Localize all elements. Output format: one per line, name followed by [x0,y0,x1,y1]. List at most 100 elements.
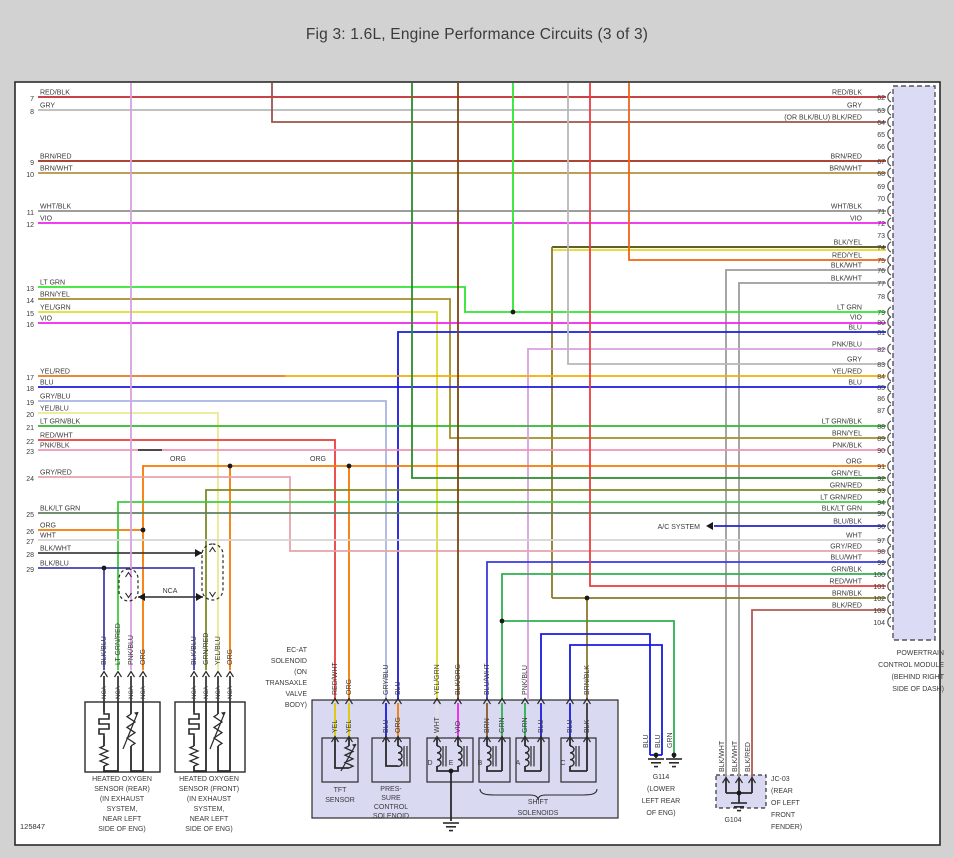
pcm-pin-connector-icon [887,432,892,444]
pcm-pin-connector-icon [887,290,892,302]
pin-wire-label-left-25: BLK/LT GRN [40,506,80,513]
pin-wire-label-left-21: LT GRN/BLK [40,419,81,426]
junction-dot [584,595,590,601]
diagram-label: BLK/BLU [101,636,108,665]
pin-wire-label-right-99: BLU/WHT [831,555,863,562]
pcm-pin-connector-icon [887,580,892,592]
diagram-label: ORG [140,649,147,665]
diagram-label: NEAR LEFT [190,816,229,823]
pin-number-right-84: 84 [877,374,885,381]
connector-chevron-icon [381,735,391,743]
pin-number-right-71: 71 [877,209,885,216]
wire-blk-wht-77 [738,282,886,778]
pin-number-left-7: 7 [30,96,34,103]
diagram-label: TFT [334,787,348,794]
resistor-icon [98,745,110,767]
junction-dot [499,618,505,624]
pin-number-right-67: 67 [877,159,885,166]
pin-wire-label-left-9: BRN/RED [40,154,72,161]
pin-number-right-87: 87 [877,408,885,415]
pin-wire-label-left-11: WHT/BLK [40,204,71,211]
pin-number-right-92: 92 [877,476,885,483]
pin-number-right-89: 89 [877,436,885,443]
diagram-label: NCA [163,588,178,595]
pin-number-right-104: 104 [873,620,885,627]
pin-number-left-9: 9 [30,160,34,167]
inline-connector-chevron-icon [209,546,216,553]
pin-number-right-65: 65 [877,132,885,139]
diagram-label: NCA [204,686,210,699]
heater-element-icon [98,712,110,736]
diagram-label: NCA [216,686,222,699]
pin-wire-label-right-88: LT GRN/BLK [822,419,863,426]
diagram-label: (IN EXHAUST [187,796,232,803]
wire-lt-grn-13-79 [38,286,886,313]
diagram-label: PNK/BLU [522,665,529,695]
pin-wire-label-right-81: BLU [848,325,862,332]
pin-number-left-14: 14 [26,298,34,305]
diagram-label: G104 [724,817,741,824]
figure-title-bar: Fig 3: 1.6L, Engine Performance Circuits… [0,0,954,70]
pressure-sub-box [371,737,411,783]
pin-wire-label-right-84: YEL/RED [832,369,862,376]
resistor-icon [188,745,200,767]
pin-number-left-25: 25 [26,512,34,519]
diagram-label: GRN [499,717,506,733]
tft-sub-box [321,737,359,783]
wire-grn-ground-branch [502,620,675,755]
diagram-label: LT GRN/RED [115,623,122,665]
pin-number-left-21: 21 [26,425,34,432]
diagram-label: SIDE OF ENG) [185,826,232,833]
junction-dot [227,463,233,469]
junction-dot [736,790,742,796]
pin-number-right-64: 64 [877,120,885,127]
diagram-label: D [427,760,432,767]
inline-connector-chevron-icon [125,592,132,599]
diagram-label: BLU [643,734,650,748]
pin-wire-label-right-100: GRN/BLK [831,567,862,574]
diagram-label: YEL [346,720,353,733]
pin-wire-label-right-80: VIO [850,315,863,322]
diagram-label: PRES- [380,786,402,793]
junction-dot [510,309,516,315]
pin-number-right-82: 82 [877,347,885,354]
pcm-pin-connector-icon [887,568,892,580]
pin-wire-label-left-15: YEL/GRN [40,305,71,312]
pcm-pin-connector-icon [887,91,892,103]
pin-wire-label-left-13: LT GRN [40,280,65,287]
diagram-label: BLU [395,681,402,695]
diagram-label: HEATED OXYGEN [179,776,239,783]
diagram-label: B [478,760,483,767]
connector-chevron-icon [482,697,492,705]
pcm-pin-connector-icon [887,507,892,519]
pin-number-right-74: 74 [877,245,885,252]
pin-number-right-100: 100 [873,572,885,579]
pin-number-left-12: 12 [26,222,34,229]
diagram-label: HEATED OXYGEN [92,776,152,783]
pcm-pin-connector-icon [887,241,892,253]
connector-chevron-icon [189,670,199,678]
diagram-label: E [449,760,454,767]
solenoid-coil-icon [486,745,492,768]
junction-dot [448,768,454,774]
pin-wire-label-right-91: ORG [846,459,862,466]
wire-yel-blu-20-fronto2 [38,412,219,670]
pin-wire-label-right-79: LT GRN [837,305,862,312]
pcm-pin-connector-icon [887,404,892,416]
wire-red-wht-101-top [589,83,886,587]
junction-dot [101,565,107,571]
pcm-pin-connector-icon [887,496,892,508]
pcm-pin-connector-icon [887,180,892,192]
wire-org-trunk-91 [142,465,886,670]
pin-number-right-97: 97 [877,538,885,545]
pin-number-right-63: 63 [877,108,885,115]
pcm-pin-connector-icon [887,277,892,289]
pin-wire-label-right-96: BLU/BLK [833,519,862,526]
connector-chevron-icon [565,735,575,743]
pin-wire-label-left-23: PNK/BLK [40,443,70,450]
diagram-label: JC-03 [771,776,790,783]
connector-chevron-icon [520,697,530,705]
pin-wire-label-left-10: BRN/WHT [40,166,73,173]
pin-number-right-88: 88 [877,424,885,431]
